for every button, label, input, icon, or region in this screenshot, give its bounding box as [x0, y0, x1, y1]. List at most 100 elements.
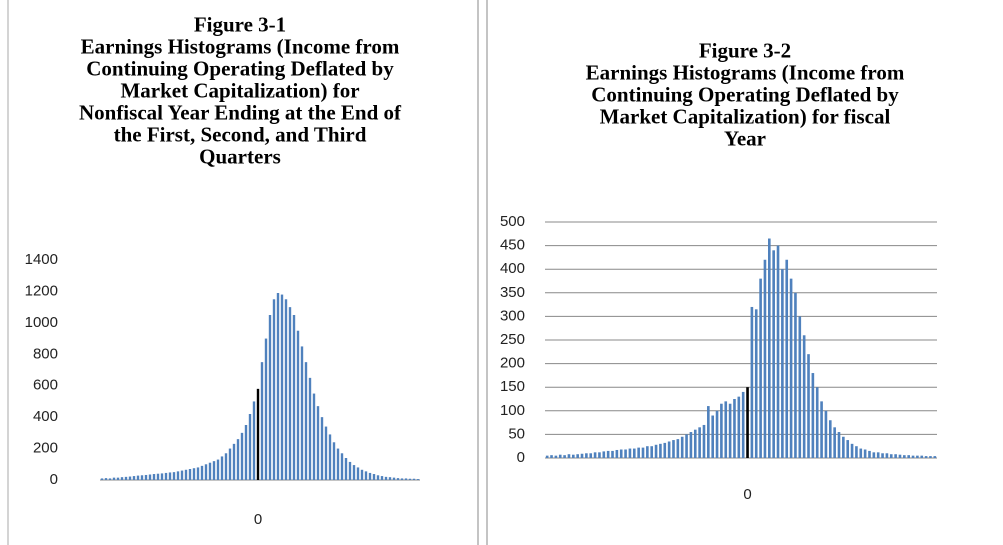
bar	[663, 442, 667, 458]
bar	[252, 401, 256, 480]
bar	[924, 456, 928, 458]
x-tick-label: 0	[254, 511, 262, 528]
bar	[842, 436, 845, 458]
bar	[876, 452, 880, 458]
y-tick-label: 1000	[25, 314, 58, 331]
bar	[152, 474, 156, 480]
bar	[180, 470, 184, 480]
bar	[140, 475, 144, 480]
bar	[340, 453, 344, 480]
y-tick-label: 800	[33, 345, 58, 362]
bar	[916, 455, 919, 458]
bar	[785, 259, 789, 458]
bar	[172, 472, 176, 480]
bar	[685, 434, 688, 458]
bar	[894, 454, 897, 458]
bar	[632, 448, 636, 458]
y-tick-label: 150	[500, 378, 525, 395]
y-tick-label: 1400	[25, 251, 58, 268]
y-tick-label: 400	[500, 260, 525, 277]
bar	[164, 472, 168, 480]
x-tick-label: 0	[743, 486, 751, 503]
bar	[280, 294, 284, 480]
bar	[372, 474, 376, 480]
bar	[256, 388, 260, 480]
bar	[659, 443, 662, 458]
bar	[344, 458, 348, 480]
bar	[667, 441, 671, 458]
bar	[545, 455, 549, 458]
bar	[759, 278, 762, 458]
y-tick-label: 350	[500, 284, 525, 301]
bar	[907, 455, 910, 458]
bar	[288, 307, 292, 480]
bar	[348, 461, 352, 480]
bar	[889, 454, 893, 458]
bar	[392, 477, 396, 480]
y-tick-label: 450	[500, 237, 525, 254]
bar	[116, 477, 120, 480]
bar	[794, 292, 797, 458]
bar	[396, 478, 400, 480]
bar	[929, 456, 932, 458]
bar	[593, 452, 597, 458]
bar	[272, 299, 276, 480]
bar	[563, 455, 566, 458]
bar	[236, 439, 240, 480]
bar	[400, 478, 404, 480]
bar	[776, 245, 780, 458]
y-tick-label: 500	[500, 213, 525, 230]
bar	[144, 474, 148, 480]
bar	[606, 450, 610, 458]
y-tick-label: 600	[33, 377, 58, 394]
bar	[124, 476, 128, 480]
bar	[724, 401, 728, 458]
bar	[248, 414, 252, 480]
bar	[376, 475, 380, 480]
bar	[855, 446, 858, 458]
bar	[558, 454, 562, 458]
bar	[754, 309, 758, 458]
bar	[328, 434, 332, 480]
bar	[312, 393, 316, 480]
y-tick-label: 1200	[25, 282, 58, 299]
bar	[196, 467, 200, 480]
bar	[550, 455, 553, 458]
bar	[240, 432, 244, 480]
bar	[320, 417, 324, 480]
chart-title: Earnings Histograms (Income from	[81, 35, 400, 59]
y-tick-label: 100	[500, 402, 525, 419]
bar	[650, 446, 654, 458]
bar	[184, 469, 188, 480]
bar	[768, 238, 771, 458]
bar	[850, 443, 854, 458]
bar	[228, 448, 232, 480]
bar	[324, 426, 328, 480]
bar	[408, 478, 412, 480]
bar	[216, 459, 220, 480]
y-tick-label: 200	[33, 440, 58, 457]
bar	[624, 449, 627, 458]
bar	[911, 455, 915, 458]
bar	[112, 477, 116, 480]
bar	[296, 330, 300, 480]
bar	[100, 478, 104, 480]
y-tick-label: 300	[500, 307, 525, 324]
bar	[364, 471, 368, 480]
bar	[680, 436, 684, 458]
bar	[360, 469, 364, 480]
bar	[789, 278, 793, 458]
bar	[828, 420, 832, 458]
bar	[104, 478, 108, 480]
y-tick-label: 400	[33, 408, 58, 425]
bar	[741, 391, 745, 458]
bar	[220, 456, 224, 480]
bar	[933, 456, 937, 458]
bar	[136, 475, 140, 480]
bar	[619, 449, 623, 458]
bar	[676, 439, 680, 458]
bar	[837, 432, 841, 458]
bar	[589, 453, 593, 458]
bar	[384, 476, 388, 480]
bar	[308, 377, 312, 480]
